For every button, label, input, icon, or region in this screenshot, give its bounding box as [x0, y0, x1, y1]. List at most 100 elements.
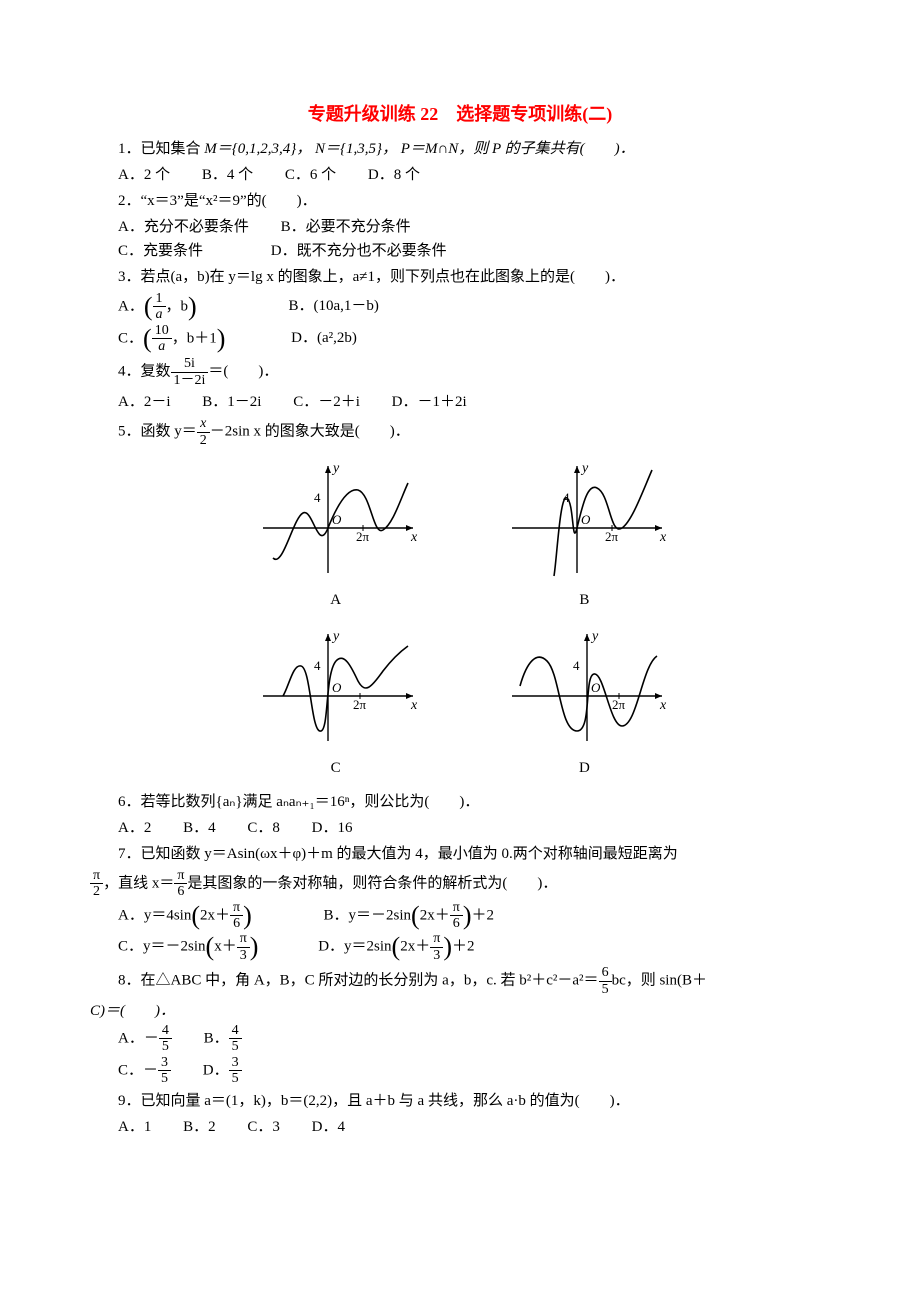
q3a-post: ，b — [166, 298, 189, 314]
q7-frac1: π2 — [90, 868, 103, 900]
lparen-icon: ( — [143, 324, 152, 353]
q8c-pre: C．－ — [118, 1062, 158, 1078]
q4-opt-b: B．1－2i — [202, 390, 261, 414]
q8a-den: 5 — [159, 1039, 172, 1054]
q7-opt-d: D．y＝2sin(2x＋π3)＋2 — [318, 931, 474, 963]
q7d-frac: π3 — [430, 931, 443, 963]
q8b-frac: 45 — [229, 1023, 242, 1055]
lparen-icon: ( — [191, 901, 200, 930]
q7a-num: π — [230, 900, 243, 916]
q4-post: ＝( )． — [208, 364, 278, 380]
question-8-line1: 8．在△ABC 中，角 A，B，C 所对边的长分别为 a，b，c. 若 b²＋c… — [118, 965, 830, 997]
q9-options: A．1 B．2 C．3 D．4 — [118, 1115, 830, 1139]
q8c-num: 3 — [158, 1055, 171, 1071]
graph-d-label: D — [502, 756, 667, 780]
q3c-den: a — [152, 339, 172, 354]
q8a-num: 4 — [159, 1023, 172, 1039]
graph-d-svg: x y O 4 2π — [502, 626, 667, 746]
q7c-num: π — [237, 931, 250, 947]
graph-a: x y O 4 2π A — [253, 458, 418, 612]
q6-opt-c: C．8 — [247, 816, 280, 840]
q3-row2: C．(10a，b＋1) D．(a²,2b) — [118, 323, 830, 355]
q1-opt-a: A．2 个 — [118, 163, 170, 187]
q8-row1: A．－45 B．45 — [118, 1023, 830, 1055]
q3a-pre: A． — [118, 298, 144, 314]
graph-d: x y O 4 2π D — [502, 626, 667, 780]
question-8-line2: C)＝( )． — [90, 999, 830, 1023]
graph-c-label: C — [253, 756, 418, 780]
question-1: 1．已知集合 M＝{0,1,2,3,4}， N＝{1,3,5}， P＝M∩N，则… — [118, 137, 830, 161]
lparen-icon: ( — [206, 933, 215, 962]
q8b-num: 4 — [229, 1023, 242, 1039]
rparen-icon: ) — [217, 324, 226, 353]
q3-opt-b: B．(10a,1－b) — [288, 294, 378, 318]
q7-stem1: 7．已知函数 y＝Asin(ωx＋φ)＋m 的最大值为 4，最小值为 0.两个对… — [118, 846, 678, 862]
y-axis-label: y — [331, 461, 340, 476]
q2-options-row2: C．充要条件 D．既不充分也不必要条件 — [118, 239, 830, 263]
question-2: 2．“x＝3”是“x²＝9”的( )． — [118, 189, 830, 213]
q7a-den: 6 — [230, 916, 243, 931]
q7b-post: ＋2 — [471, 907, 494, 923]
q7-f2n: π — [174, 868, 187, 884]
q2-stem: 2．“x＝3”是“x²＝9”的( )． — [118, 193, 317, 209]
q5-graphs-row2: x y O 4 2π C x y O 4 2π D — [90, 622, 830, 784]
q4-frac: 5i1－2i — [171, 356, 209, 388]
rparen-icon: ) — [243, 901, 252, 930]
question-6: 6．若等比数列{aₙ}满足 aₙaₙ₊₁＝16ⁿ，则公比为( )． — [118, 790, 830, 814]
q1-opt-c: C．6 个 — [285, 163, 336, 187]
q7d-post: ＋2 — [452, 939, 475, 955]
q8-opt-b: B．45 — [204, 1023, 242, 1055]
q3c-num: 10 — [152, 323, 172, 339]
origin-label: O — [332, 680, 342, 695]
q7c-in: x＋ — [214, 939, 237, 955]
q2-opt-d: D．既不充分也不必要条件 — [271, 239, 447, 263]
q8d-num: 3 — [229, 1055, 242, 1071]
x-axis-label: x — [659, 698, 667, 713]
q4-den: 1－2i — [171, 373, 209, 388]
question-5: 5．函数 y＝x2－2sin x 的图象大致是( )． — [118, 416, 830, 448]
q9-opt-a: A．1 — [118, 1115, 151, 1139]
q8a-pre: A．－ — [118, 1030, 159, 1046]
q8c-frac: 35 — [158, 1055, 171, 1087]
q4-num: 5i — [171, 356, 209, 372]
graph-b-svg: x y O 4 2π — [502, 458, 667, 578]
q6-opt-a: A．2 — [118, 816, 151, 840]
q7a-frac: π6 — [230, 900, 243, 932]
q7-row2: C．y＝－2sin(x＋π3) D．y＝2sin(2x＋π3)＋2 — [118, 931, 830, 963]
q8-opt-c: C．－35 — [118, 1055, 171, 1087]
q7c-pre: C．y＝－2sin — [118, 939, 206, 955]
x-axis-label: x — [410, 698, 418, 713]
graph-a-svg: x y O 4 2π — [253, 458, 418, 578]
question-9: 9．已知向量 a＝(1，k)，b＝(2,2)，且 a＋b 与 a 共线，那么 a… — [118, 1089, 830, 1113]
q4-opt-d: D．－1＋2i — [392, 390, 467, 414]
q5-frac: x2 — [197, 416, 210, 448]
origin-label: O — [591, 680, 601, 695]
q3-opt-a: A．(1a，b) — [118, 291, 197, 323]
q3c-frac: 10a — [152, 323, 172, 355]
q3-opt-d: D．(a²,2b) — [291, 326, 357, 350]
q1-m: M＝{0,1,2,3,4}， — [204, 141, 311, 157]
q1-p: P＝M∩N，则 P 的子集共有( )． — [401, 141, 635, 157]
q7-f1d: 2 — [90, 884, 103, 899]
graph-a-label: A — [253, 588, 418, 612]
q7b-den: 6 — [450, 916, 463, 931]
origin-label: O — [581, 512, 591, 527]
q7-opt-a: A．y＝4sin(2x＋π6) — [118, 900, 252, 932]
q6-opt-b: B．4 — [183, 816, 216, 840]
q1-n: N＝{1,3,5}， — [315, 141, 397, 157]
q6-options: A．2 B．4 C．8 D．16 — [118, 816, 830, 840]
q9-opt-c: C．3 — [247, 1115, 280, 1139]
q3-opt-c: C．(10a，b＋1) — [118, 323, 225, 355]
question-7-line2: π2，直线 x＝π6是其图象的一条对称轴，则符合条件的解析式为( )． — [90, 868, 830, 900]
lparen-icon: ( — [392, 933, 401, 962]
q8-post: bc，则 sin(B＋ — [612, 973, 707, 989]
q8d-pre: D． — [203, 1062, 229, 1078]
q8-row2: C．－35 D． 35 — [118, 1055, 830, 1087]
q8b-pre: B． — [204, 1030, 229, 1046]
q3-stem: 3．若点(a，b)在 y＝lg x 的图象上，a≠1，则下列点也在此图象上的是(… — [118, 269, 625, 285]
q7d-den: 3 — [430, 948, 443, 963]
q4-pre: 4．复数 — [118, 364, 171, 380]
q5-num: x — [197, 416, 210, 432]
rparen-icon: ) — [188, 292, 197, 321]
q7d-pre: D．y＝2sin — [318, 939, 391, 955]
